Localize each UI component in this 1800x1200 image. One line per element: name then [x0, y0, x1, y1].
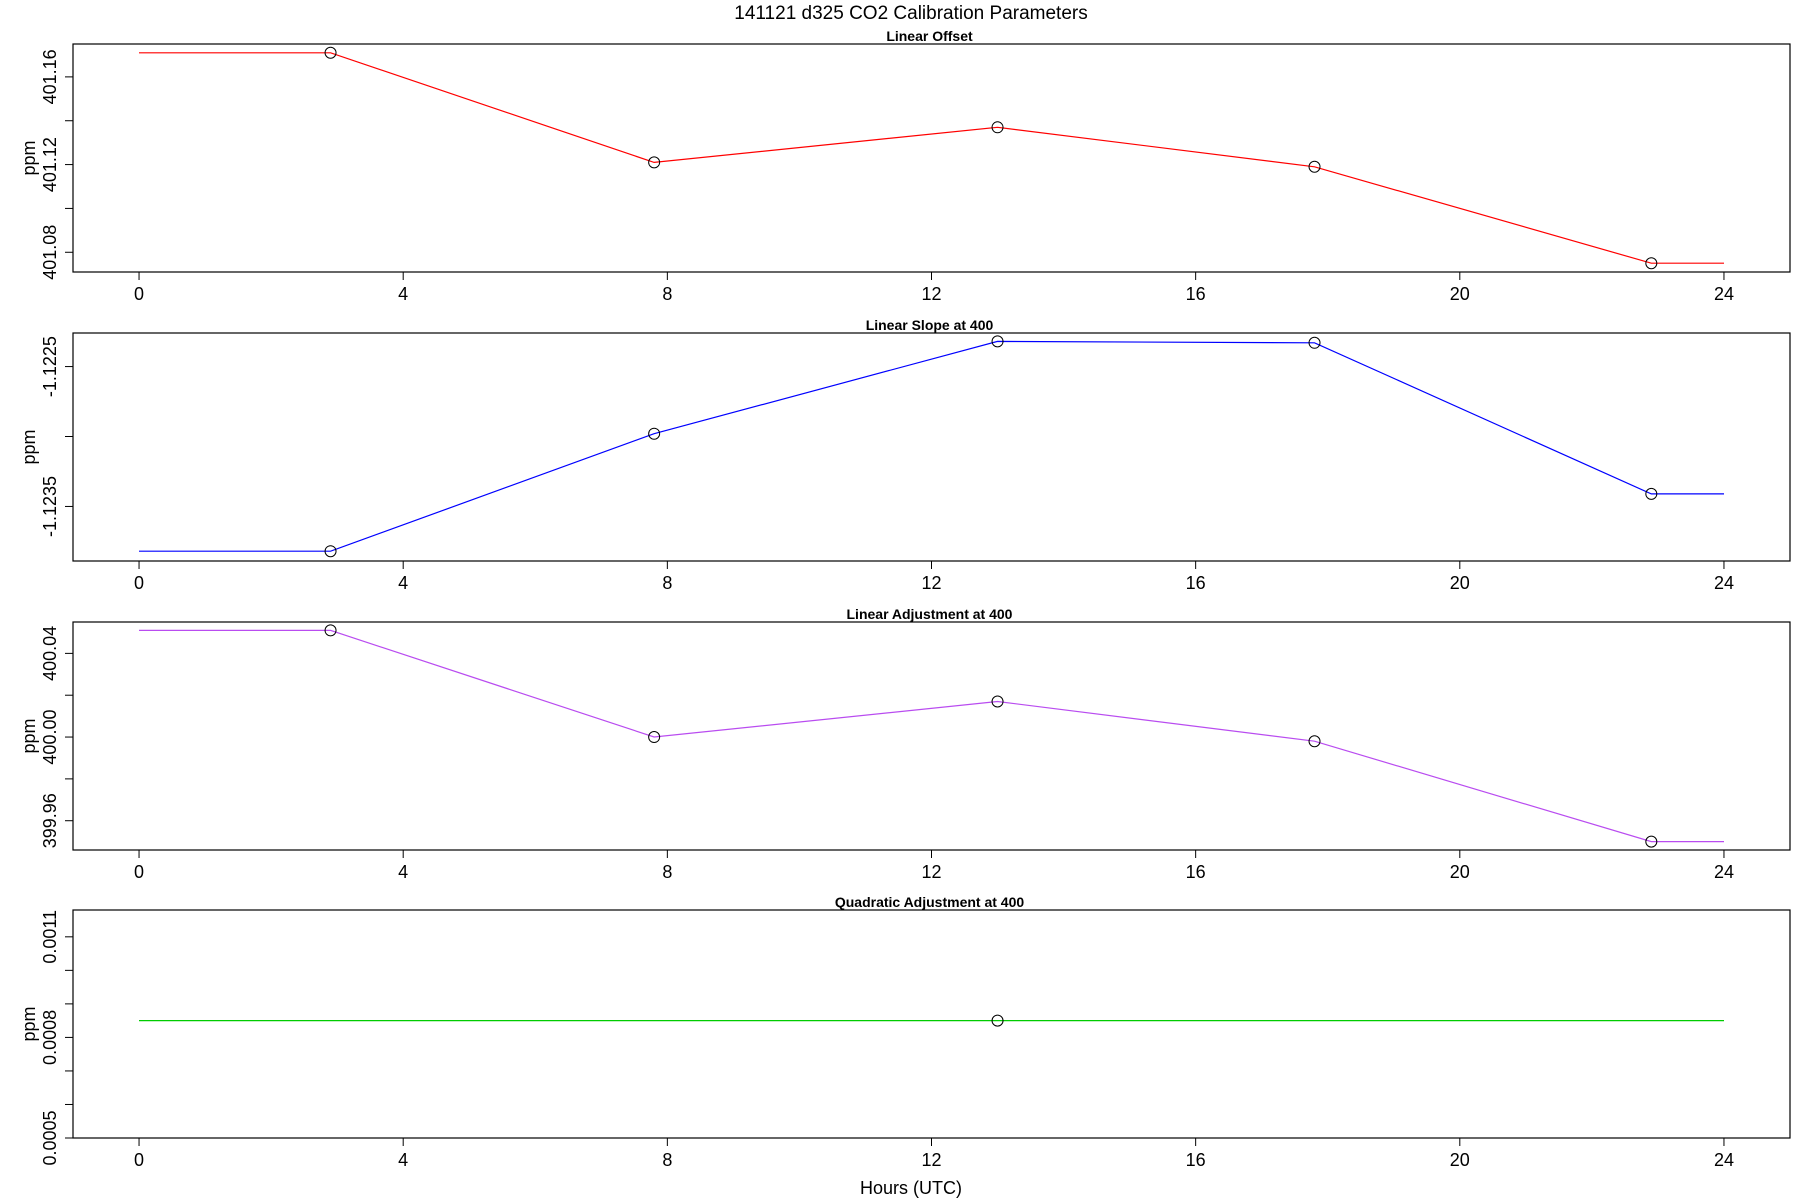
- y-tick-label: 0.0008: [40, 1010, 60, 1065]
- data-point: [1308, 735, 1321, 748]
- data-point: [991, 335, 1004, 348]
- y-tick-label: 401.08: [40, 225, 60, 280]
- data-point: [324, 46, 337, 59]
- x-tick-label: 16: [1186, 862, 1206, 882]
- data-point: [1645, 835, 1658, 848]
- x-tick-label: 8: [662, 573, 672, 593]
- x-tick-label: 24: [1714, 1150, 1734, 1170]
- x-tick-label: 0: [134, 862, 144, 882]
- y-tick-label: 401.12: [40, 137, 60, 192]
- data-point: [648, 731, 661, 744]
- x-tick-label: 12: [921, 284, 941, 304]
- x-tick-label: 0: [134, 1150, 144, 1170]
- series-line: [139, 340, 1724, 552]
- data-point: [648, 427, 661, 440]
- data-point: [1308, 160, 1321, 173]
- chart-panel-1: Linear Offset ppm 0 4 8 12 16 20 24 401.08 401.12 4…: [19, 28, 1791, 304]
- x-tick-label: 4: [398, 1150, 408, 1170]
- x-tick-label: 16: [1186, 573, 1206, 593]
- x-tick-label: 20: [1450, 573, 1470, 593]
- plot-frame: [72, 621, 1791, 851]
- series-line: [139, 629, 1724, 843]
- figure-title: 141121 d325 CO2 Calibration Parameters: [734, 3, 1087, 24]
- plot-frame: [72, 43, 1791, 273]
- y-axis-label: ppm: [19, 718, 39, 753]
- y-tick-label: -1.1235: [40, 476, 60, 537]
- x-tick-label: 12: [921, 862, 941, 882]
- x-tick-label: 8: [662, 284, 672, 304]
- y-tick-label: 399.96: [40, 793, 60, 848]
- chart-panel-4: Quadratic Adjustment at 400 ppm 0 4 8 12 16 20 2…: [19, 894, 1791, 1170]
- x-tick-label: 8: [662, 862, 672, 882]
- y-tick-label: 400.00: [40, 710, 60, 765]
- panels: Linear Offset ppm 0 4 8 12 16 20 24 401.08 401.12 4…: [19, 28, 1791, 1170]
- data-point: [1645, 257, 1658, 270]
- x-tick-label: 12: [921, 1150, 941, 1170]
- x-tick-label: 20: [1450, 862, 1470, 882]
- x-tick-label: 4: [398, 284, 408, 304]
- data-point: [1308, 336, 1321, 349]
- panel-title: Linear Adjustment at 400: [847, 606, 1013, 622]
- chart-panel-3: Linear Adjustment at 400 ppm 0 4 8 12 16 20 24 39…: [19, 606, 1791, 882]
- y-axis-label: ppm: [19, 140, 39, 175]
- chart-panel-2: Linear Slope at 400 ppm 0 4 8 12 16 20 24 -1.1225…: [19, 317, 1791, 593]
- x-tick-label: 20: [1450, 1150, 1470, 1170]
- panel-title: Quadratic Adjustment at 400: [835, 894, 1025, 910]
- x-tick-label: 12: [921, 573, 941, 593]
- data-point: [324, 545, 337, 558]
- x-axis-label: Hours (UTC): [860, 1178, 962, 1198]
- data-point: [648, 156, 661, 169]
- y-axis-label: ppm: [19, 429, 39, 464]
- x-tick-label: 8: [662, 1150, 672, 1170]
- data-point: [324, 624, 337, 637]
- data-point: [1645, 487, 1658, 500]
- y-tick-label: 401.16: [40, 49, 60, 104]
- y-tick-label: 0.0005: [40, 1110, 60, 1165]
- plot-frame: [72, 909, 1791, 1139]
- panel-title: Linear Offset: [886, 28, 973, 44]
- x-tick-label: 24: [1714, 862, 1734, 882]
- x-tick-label: 4: [398, 573, 408, 593]
- plot-frame: [72, 332, 1791, 562]
- panel-title: Linear Slope at 400: [866, 317, 994, 333]
- x-tick-label: 24: [1714, 573, 1734, 593]
- series-line: [139, 52, 1724, 264]
- x-tick-label: 24: [1714, 284, 1734, 304]
- x-tick-label: 16: [1186, 1150, 1206, 1170]
- y-tick-label: 0.0011: [40, 910, 60, 964]
- x-tick-label: 20: [1450, 284, 1470, 304]
- x-tick-label: 4: [398, 862, 408, 882]
- x-tick-label: 0: [134, 284, 144, 304]
- x-tick-label: 16: [1186, 284, 1206, 304]
- x-tick-label: 0: [134, 573, 144, 593]
- data-point: [991, 695, 1004, 708]
- y-tick-label: 400.04: [40, 626, 60, 681]
- y-tick-label: -1.1225: [40, 336, 60, 397]
- data-point: [991, 1014, 1004, 1027]
- data-point: [991, 121, 1004, 134]
- y-axis-label: ppm: [19, 1006, 39, 1041]
